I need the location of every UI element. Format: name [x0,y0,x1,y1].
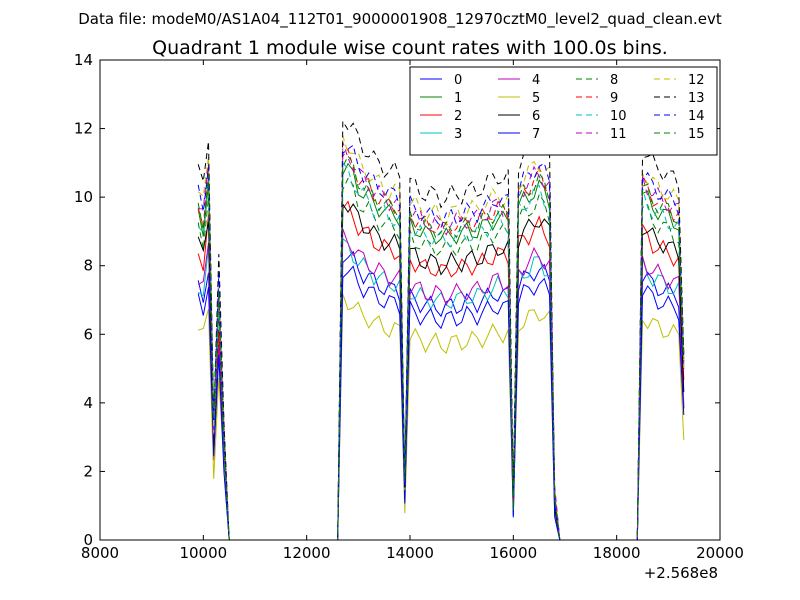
legend-label: 8 [610,73,618,88]
series-line-12 [197,135,685,541]
legend-label: 1 [454,91,462,106]
x-tick-label: 12000 [283,544,331,562]
y-tick-label: 8 [83,257,93,275]
y-tick-label: 12 [74,120,93,138]
legend-label: 11 [610,127,627,142]
series-line-13 [197,119,685,541]
legend-label: 10 [610,109,627,124]
legend-label: 0 [454,73,462,88]
legend-box [409,66,718,156]
x-tick-label: 18000 [593,544,641,562]
y-tick-label: 6 [83,325,93,343]
y-tick-label: 4 [83,394,93,412]
chart-title: Quadrant 1 module wise count rates with … [152,37,668,59]
x-tick-label: 16000 [489,544,537,562]
x-tick-label: 20000 [696,544,744,562]
legend-label: 3 [454,127,462,142]
y-tick-label: 0 [83,531,93,549]
legend-label: 4 [532,73,540,88]
legend-label: 2 [454,109,462,124]
y-tick-label: 14 [74,51,93,69]
legend-label: 5 [532,91,540,106]
y-tick-label: 2 [83,462,93,480]
legend-label: 12 [688,73,705,88]
legend-label: 13 [688,91,705,106]
y-tick-label: 10 [74,188,93,206]
chart-suptitle: Data file: modeM0/AS1A04_112T01_90000019… [78,10,722,29]
x-tick-label: 10000 [179,544,227,562]
x-offset-label: +2.568e8 [644,564,718,582]
legend-label: 14 [688,109,705,124]
x-axis: 8000 10000 12000 14000 16000 18000 20000 [81,60,744,562]
series-line-15 [197,155,685,541]
legend-label: 7 [532,127,540,142]
x-tick-label: 8000 [81,544,119,562]
legend-label: 15 [688,127,705,142]
legend-label: 6 [532,109,540,124]
x-tick-label: 14000 [386,544,434,562]
legend-label: 9 [610,91,618,106]
